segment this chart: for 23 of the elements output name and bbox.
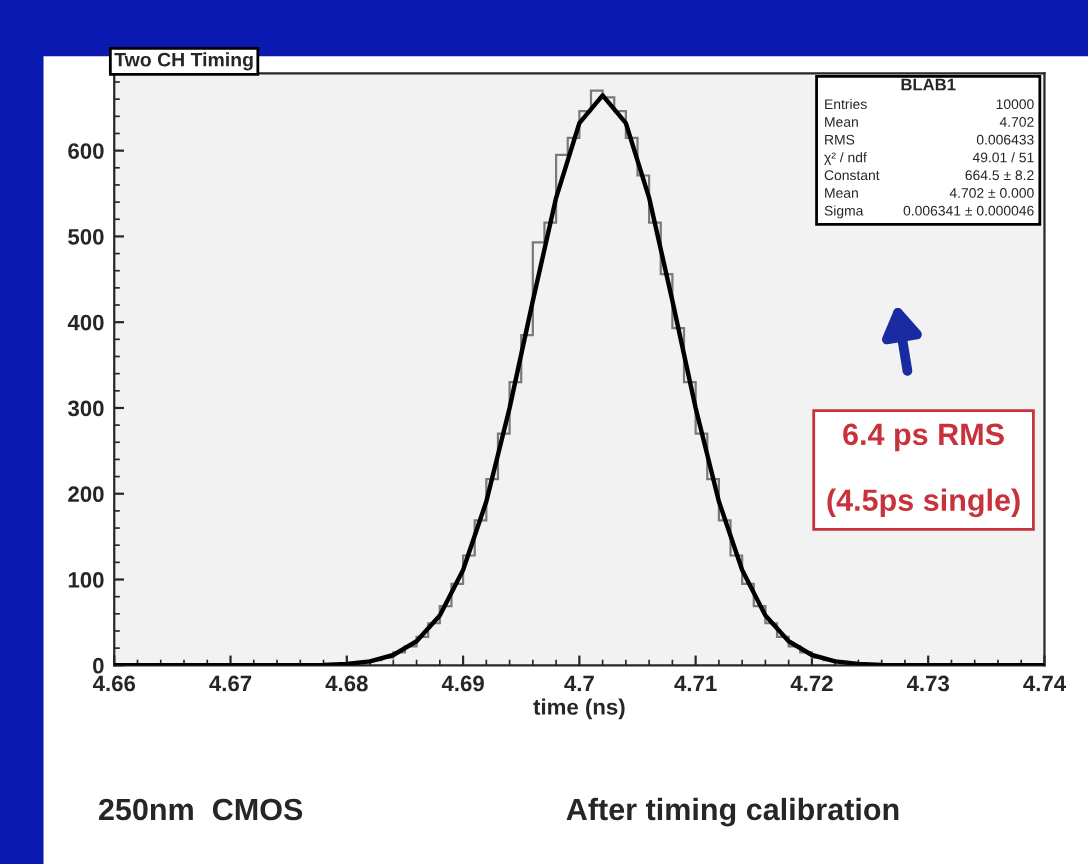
x-tick-label: 4.67 bbox=[209, 675, 252, 692]
y-tick-label: 200 bbox=[68, 486, 104, 502]
text: After timing calibration bbox=[566, 797, 899, 827]
y-tick-label: 300 bbox=[67, 400, 104, 417]
x-tick-label: 4.7 bbox=[564, 675, 594, 692]
y-tick-label: 100 bbox=[68, 572, 104, 588]
chart-title: Two CH Timing bbox=[114, 52, 253, 71]
annotation: BLAB1 bbox=[901, 78, 956, 91]
y-tick-label: 0 bbox=[93, 657, 104, 674]
annotation: 6.4 ps RMS bbox=[843, 423, 1004, 452]
x-tick-label: 4.73 bbox=[906, 675, 950, 692]
y-tick-label: 600 bbox=[68, 143, 104, 159]
x-tick-label: 4.69 bbox=[441, 675, 484, 692]
text: 250nm CMOS bbox=[98, 798, 303, 821]
x-tick-label: 4.72 bbox=[790, 675, 833, 692]
x-tick-label: 4.68 bbox=[325, 675, 368, 692]
x-tick-label: 4.71 bbox=[674, 675, 717, 692]
annotation: (4.5ps single) bbox=[827, 488, 1020, 518]
x-tick-label: 4.66 bbox=[92, 675, 136, 692]
y-tick-label: 400 bbox=[67, 314, 104, 331]
x-axis-title: time (ns) bbox=[533, 698, 625, 720]
y-tick-label: 500 bbox=[68, 228, 104, 245]
x-tick-label: 4.74 bbox=[1023, 675, 1066, 692]
